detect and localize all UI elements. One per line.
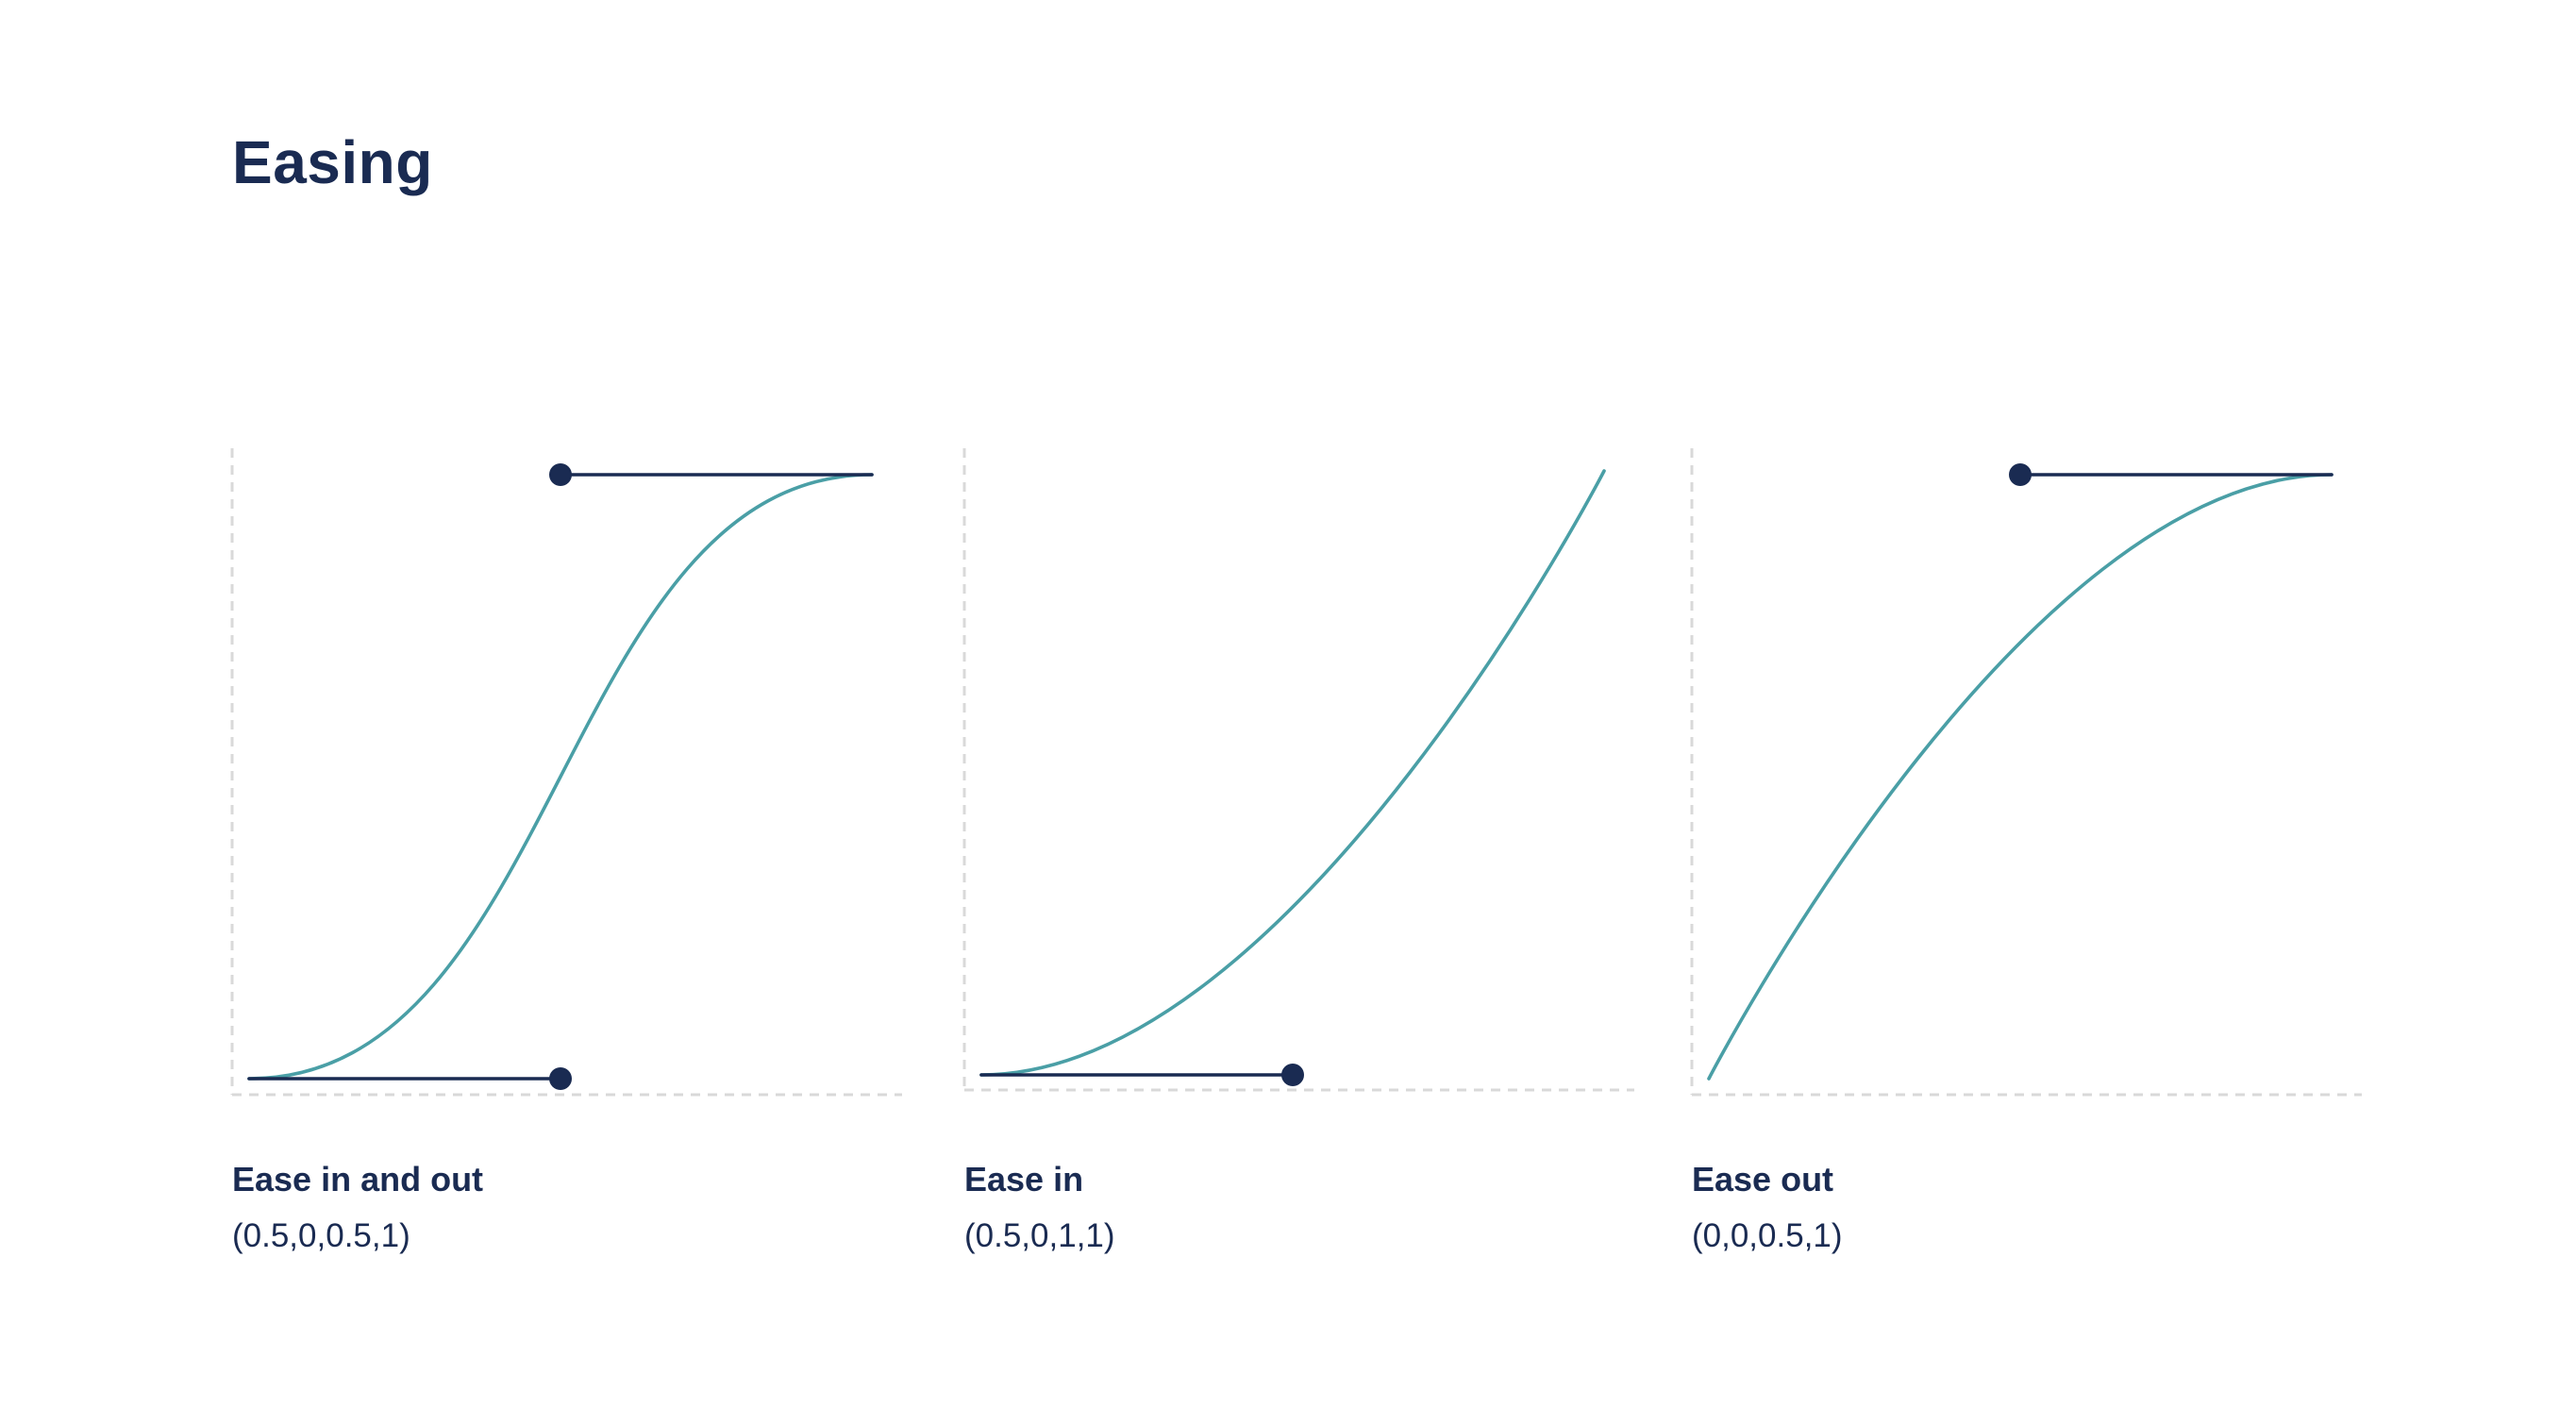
curve-label: Ease out	[1692, 1160, 1834, 1199]
easing-curve	[979, 469, 1606, 1077]
curve-graph	[1690, 448, 2362, 1097]
start-handle-dot[interactable]	[549, 1067, 572, 1090]
curve-panel-ease-out: Ease out (0,0,0.5,1)	[1690, 0, 2400, 1425]
curve-graph	[962, 448, 1634, 1092]
curve-params: (0.5,0,0.5,1)	[232, 1217, 410, 1254]
end-handle-dot[interactable]	[2009, 463, 2032, 486]
curve-label: Ease in and out	[232, 1160, 484, 1199]
end-handle-dot[interactable]	[549, 463, 572, 486]
start-handle-dot[interactable]	[1281, 1064, 1304, 1086]
curve-params: (0.5,0,1,1)	[964, 1217, 1115, 1254]
page-title: Easing	[232, 128, 433, 196]
easing-curve	[247, 473, 874, 1081]
curve-panel-ease-in-and-out: Ease in and out (0.5,0,0.5,1)	[230, 0, 940, 1425]
curve-graph	[230, 448, 902, 1097]
easing-curve	[1707, 473, 2333, 1081]
curve-label: Ease in	[964, 1160, 1084, 1199]
curve-panel-ease-in: Ease in (0.5,0,1,1)	[962, 0, 1672, 1425]
curve-params: (0,0,0.5,1)	[1692, 1217, 1843, 1254]
